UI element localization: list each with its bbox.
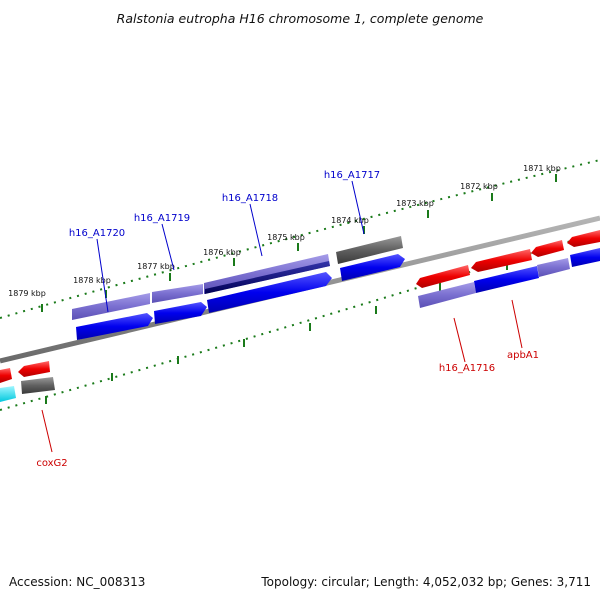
gene-label-h16-a1717[interactable]: h16_A1717 — [324, 170, 380, 181]
tick-label: 1879 kbp — [8, 289, 46, 298]
gene-h16-a1718[interactable] — [207, 272, 332, 313]
tick-label: 1876 kbp — [203, 248, 241, 257]
gene-label-coxg2[interactable]: coxG2 — [36, 458, 67, 469]
gene-h16-a1717-rna[interactable] — [336, 236, 403, 264]
gene-h16-a1716[interactable] — [418, 282, 476, 308]
tick-label: 1873 kbp — [396, 199, 434, 208]
tick-label: 1878 kbp — [73, 276, 111, 285]
gene-label-apba1[interactable]: apbA1 — [507, 350, 539, 361]
gene-h16-a1716-product[interactable] — [416, 265, 470, 288]
tick-label: 1875 kbp — [267, 233, 305, 242]
gene-left-red-2[interactable] — [18, 361, 50, 377]
tick-label: 1871 kbp — [523, 164, 561, 173]
gene-right-red-2[interactable] — [567, 230, 600, 247]
gene-left-red-1[interactable] — [0, 368, 12, 383]
gene-right-blue[interactable] — [570, 248, 600, 267]
gene-h16-a1719-cds[interactable] — [152, 284, 203, 303]
gene-right-lavender[interactable] — [537, 258, 570, 277]
gene-h16-a1717[interactable] — [340, 254, 405, 281]
reverse-strand-left-block — [0, 361, 55, 402]
gene-h16-a1719[interactable] — [154, 302, 207, 324]
gene-h16-a1718-highlight — [205, 261, 330, 294]
genome-summary-text: Topology: circular; Length: 4,052,032 bp… — [260, 575, 591, 589]
tick-label: 1877 kbp — [137, 262, 175, 271]
tick-label: 1874 kbp — [331, 216, 369, 225]
tick-label: 1872 kbp — [460, 182, 498, 191]
gene-label-h16-a1718[interactable]: h16_A1718 — [222, 193, 278, 204]
gene-apba1[interactable] — [474, 266, 539, 293]
reverse-strand-right-block — [416, 230, 600, 308]
gene-coxg2-rna[interactable] — [21, 377, 55, 394]
map-title: Ralstonia eutropha H16 chromosome 1, com… — [117, 11, 484, 26]
forward-strand-inner-row — [76, 254, 405, 340]
gene-h16-a1720-cds[interactable] — [72, 293, 150, 320]
gene-left-cyan[interactable] — [0, 386, 16, 402]
gene-h16-a1720[interactable] — [76, 313, 153, 340]
gene-label-h16-a1719[interactable]: h16_A1719 — [134, 213, 190, 224]
label-leader-lines — [41, 180, 523, 453]
accession-text: Accession: NC_008313 — [9, 575, 145, 589]
forward-strand-outer-row — [72, 236, 403, 320]
gene-label-h16-a1720[interactable]: h16_A1720 — [69, 228, 125, 239]
gene-right-red-1[interactable] — [531, 240, 564, 257]
gene-apba1-product[interactable] — [471, 249, 532, 272]
gene-label-h16-a1716[interactable]: h16_A1716 — [439, 363, 495, 374]
